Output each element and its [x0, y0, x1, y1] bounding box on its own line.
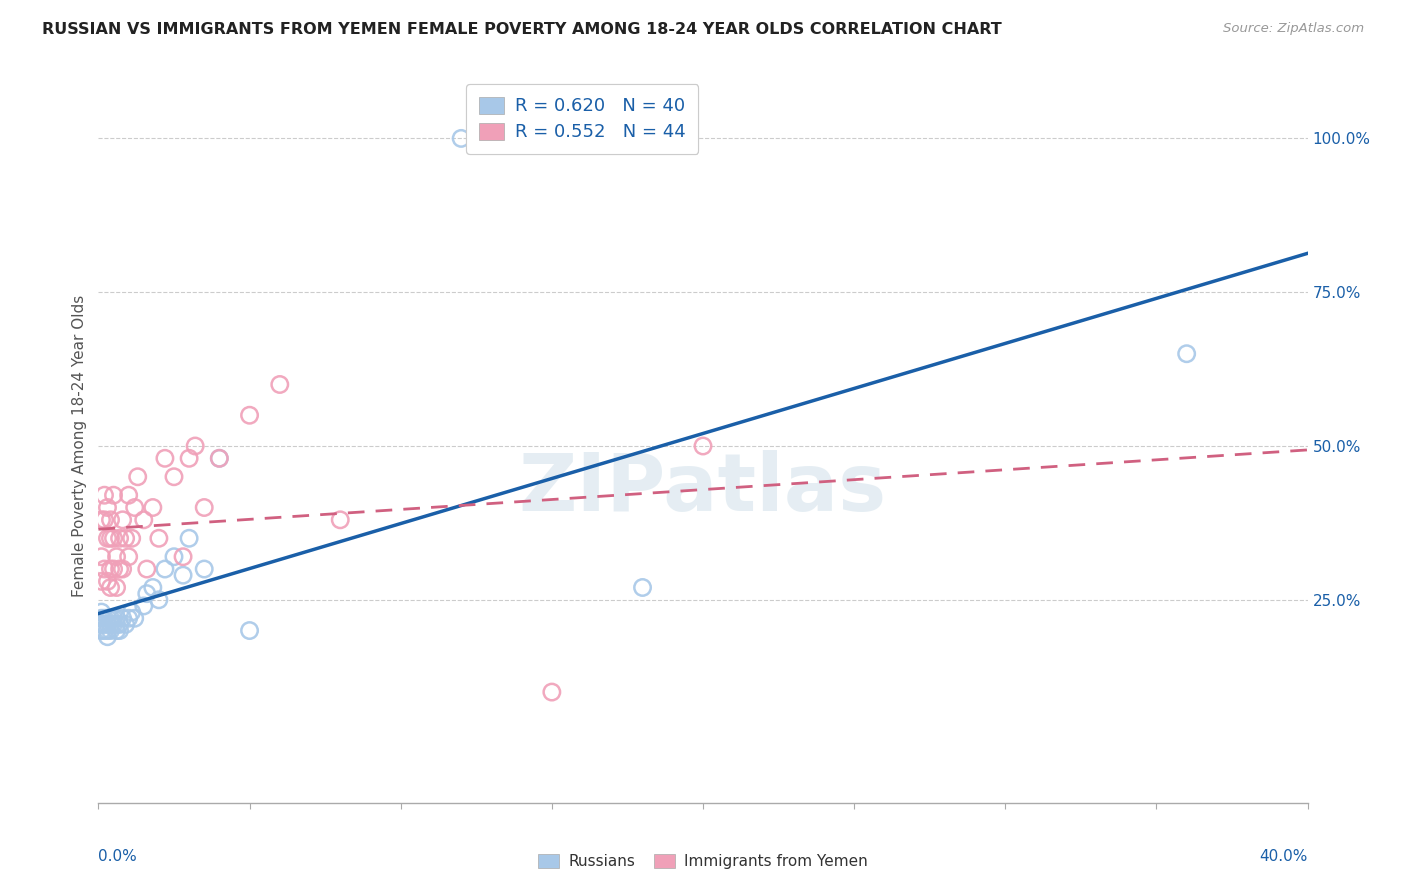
Point — [108, 531, 131, 545]
Point — [118, 488, 141, 502]
Point — [239, 624, 262, 638]
Point — [111, 611, 134, 625]
Point — [121, 531, 143, 545]
Point — [631, 581, 654, 595]
Point — [111, 562, 134, 576]
Point — [103, 611, 125, 625]
Point — [124, 500, 146, 515]
Point — [90, 549, 112, 564]
Point — [100, 611, 122, 625]
Text: Source: ZipAtlas.com: Source: ZipAtlas.com — [1223, 22, 1364, 36]
Point — [142, 500, 165, 515]
Text: ZIPatlas: ZIPatlas — [519, 450, 887, 528]
Legend: Russians, Immigrants from Yemen: Russians, Immigrants from Yemen — [531, 848, 875, 875]
Point — [90, 574, 112, 589]
Point — [179, 531, 201, 545]
Point — [93, 611, 115, 625]
Text: 40.0%: 40.0% — [1260, 849, 1308, 864]
Point — [239, 409, 262, 423]
Point — [118, 549, 141, 564]
Point — [114, 617, 136, 632]
Point — [90, 513, 112, 527]
Point — [100, 513, 122, 527]
Point — [90, 605, 112, 619]
Y-axis label: Female Poverty Among 18-24 Year Olds: Female Poverty Among 18-24 Year Olds — [72, 295, 87, 597]
Point — [96, 617, 118, 632]
Text: 0.0%: 0.0% — [98, 849, 138, 864]
Point — [105, 617, 128, 632]
Point — [100, 531, 122, 545]
Point — [208, 451, 231, 466]
Point — [96, 574, 118, 589]
Point — [111, 513, 134, 527]
Point — [121, 605, 143, 619]
Point — [100, 581, 122, 595]
Point — [132, 599, 155, 613]
Point — [96, 500, 118, 515]
Point — [103, 531, 125, 545]
Point — [172, 568, 194, 582]
Point — [132, 513, 155, 527]
Point — [93, 513, 115, 527]
Point — [1175, 347, 1198, 361]
Point — [105, 549, 128, 564]
Point — [103, 617, 125, 632]
Point — [135, 587, 157, 601]
Text: RUSSIAN VS IMMIGRANTS FROM YEMEN FEMALE POVERTY AMONG 18-24 YEAR OLDS CORRELATIO: RUSSIAN VS IMMIGRANTS FROM YEMEN FEMALE … — [42, 22, 1002, 37]
Point — [163, 469, 186, 483]
Point — [193, 500, 215, 515]
Point — [93, 562, 115, 576]
Point — [142, 581, 165, 595]
Point — [103, 562, 125, 576]
Point — [96, 611, 118, 625]
Point — [193, 562, 215, 576]
Point — [108, 562, 131, 576]
Point — [692, 439, 714, 453]
Point — [108, 617, 131, 632]
Point — [148, 531, 170, 545]
Point — [100, 617, 122, 632]
Point — [329, 513, 352, 527]
Point — [100, 624, 122, 638]
Point — [163, 549, 186, 564]
Point — [90, 624, 112, 638]
Point — [105, 624, 128, 638]
Point — [105, 581, 128, 595]
Point — [118, 611, 141, 625]
Point — [148, 592, 170, 607]
Point — [93, 488, 115, 502]
Point — [90, 617, 112, 632]
Legend: R = 0.620   N = 40, R = 0.552   N = 44: R = 0.620 N = 40, R = 0.552 N = 44 — [465, 84, 699, 154]
Point — [124, 611, 146, 625]
Point — [93, 617, 115, 632]
Point — [127, 469, 149, 483]
Point — [90, 611, 112, 625]
Point — [540, 685, 562, 699]
Point — [100, 562, 122, 576]
Point — [179, 451, 201, 466]
Point — [269, 377, 291, 392]
Point — [96, 630, 118, 644]
Point — [103, 488, 125, 502]
Point — [153, 451, 176, 466]
Point — [96, 531, 118, 545]
Point — [96, 624, 118, 638]
Point — [153, 562, 176, 576]
Point — [208, 451, 231, 466]
Point — [135, 562, 157, 576]
Point — [450, 131, 472, 145]
Point — [105, 611, 128, 625]
Point — [108, 624, 131, 638]
Point — [172, 549, 194, 564]
Point — [114, 531, 136, 545]
Point — [93, 624, 115, 638]
Point — [184, 439, 207, 453]
